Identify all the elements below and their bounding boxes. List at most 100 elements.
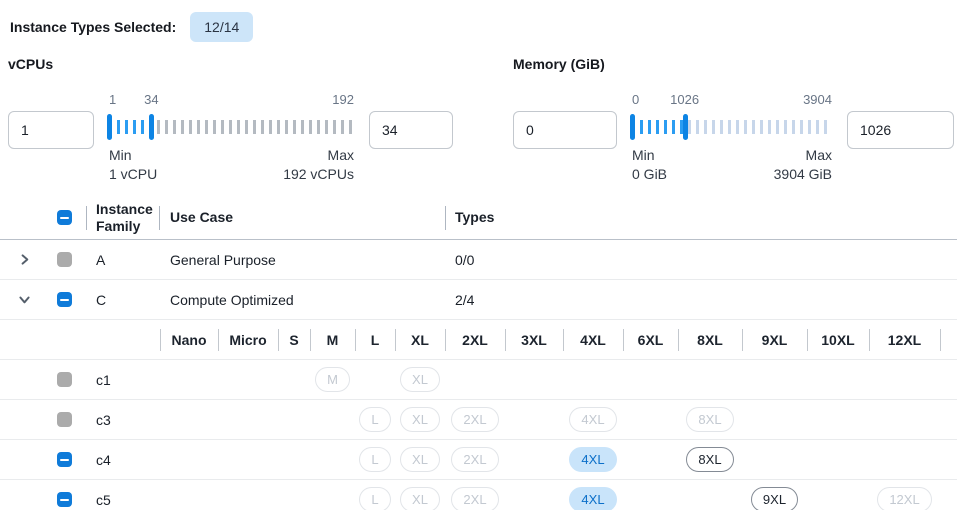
size-toggle-c3-2xl: 2XL <box>451 407 499 432</box>
vcpu-scale-max: 192 <box>332 92 354 107</box>
vcpu-filter-title: vCPUs <box>8 56 54 72</box>
instance-name-c5: c5 <box>96 491 111 508</box>
vcpu-max-caption: Max <box>327 147 354 163</box>
size-column-header-9xl: 9XL <box>742 320 807 360</box>
size-column-header-2xl: 2XL <box>445 320 505 360</box>
instance-c5-checkbox[interactable] <box>57 492 72 507</box>
size-toggle-c4-4xl[interactable]: 4XL <box>569 447 617 472</box>
memory-max-detail: 3904 GiB <box>773 166 832 182</box>
size-toggle-c5-9xl[interactable]: 9XL <box>750 487 799 510</box>
size-toggle-c1-xl: XL <box>400 367 440 392</box>
memory-min-input[interactable] <box>513 111 617 149</box>
memory-scale-min: 0 <box>632 92 640 107</box>
column-header-instance-family: Instance Family <box>86 201 159 235</box>
select-all-checkbox[interactable] <box>57 210 72 225</box>
instance-c3-sizes: L XL 2XL 4XL 8XL <box>160 400 955 440</box>
size-column-header-12xl: 12XL <box>869 320 940 360</box>
size-toggle-c4-8xl[interactable]: 8XL <box>686 447 734 472</box>
vcpu-slider-handle-max[interactable] <box>149 114 155 140</box>
size-toggle-c1-m: M <box>315 367 350 392</box>
size-toggle-c4-xl: XL <box>400 447 440 472</box>
memory-slider-handle-min[interactable] <box>630 114 635 140</box>
instance-c5-sizes: L XL 2XL 4XL 9XL 12XL <box>160 480 955 510</box>
family-c-use-case: Compute Optimized <box>170 291 294 308</box>
instance-name-c1: c1 <box>96 371 111 388</box>
vcpu-scale-labels: 1 34 192 <box>109 92 354 112</box>
column-header-types: Types <box>445 209 957 226</box>
size-toggle-c3-xl: XL <box>400 407 440 432</box>
instance-c1-sizes: M XL <box>160 360 955 400</box>
selected-count-badge: 12/14 <box>190 12 254 42</box>
vcpu-captions: Min 1 vCPU Max 192 vCPUs <box>109 146 354 184</box>
vcpu-slider-track[interactable] <box>107 112 354 142</box>
vcpu-min-input[interactable] <box>8 111 94 149</box>
memory-captions: Min 0 GiB Max 3904 GiB <box>632 146 832 184</box>
memory-filter-title: Memory (GiB) <box>513 56 605 72</box>
select-all-checkbox-cell <box>48 210 86 225</box>
size-toggle-c5-2xl: 2XL <box>451 487 499 510</box>
memory-slider-handle-max[interactable] <box>682 114 688 140</box>
size-toggle-c3-l: L <box>359 407 391 432</box>
size-toggle-c3-8xl: 8XL <box>686 407 734 432</box>
family-a-use-case: General Purpose <box>170 251 276 268</box>
size-column-header-6xl: 6XL <box>623 320 678 360</box>
family-c-checkbox[interactable] <box>57 292 72 307</box>
size-column-header-8xl: 8XL <box>678 320 742 360</box>
vcpu-scale-min: 1 <box>109 92 117 107</box>
family-a-checkbox <box>57 252 72 267</box>
family-c-types-count: 2/4 <box>455 291 475 308</box>
memory-slider-track[interactable] <box>630 112 832 142</box>
selection-summary-label: Instance Types Selected: <box>10 19 177 35</box>
size-header-grid: Nano Micro S M L XL 2XL 3XL 4XL 6XL 8XL 9XL 10XL 12XL <box>160 320 955 360</box>
instance-row-c5: c5 L XL 2XL 4XL 9XL 12XL <box>0 480 957 510</box>
instance-family-table: Instance Family Use Case Types A General… <box>0 196 957 510</box>
selection-summary: Instance Types Selected: 12/14 <box>0 0 957 46</box>
size-column-header-s: S <box>278 320 310 360</box>
memory-scale-labels: 0 1026 3904 <box>632 92 832 112</box>
instance-name-c3: c3 <box>96 411 111 428</box>
size-column-header-10xl: 10XL <box>807 320 869 360</box>
family-c-name: C <box>96 291 107 308</box>
size-toggle-c5-l: L <box>359 487 391 510</box>
vcpu-scale-selected: 34 <box>144 92 159 107</box>
size-toggle-c5-4xl[interactable]: 4XL <box>569 487 617 510</box>
instance-name-c4: c4 <box>96 451 111 468</box>
filters-section: vCPUs 1 34 192 Min 1 vCPU <box>0 56 957 184</box>
size-column-header-m: M <box>310 320 355 360</box>
memory-scale-max: 3904 <box>803 92 832 107</box>
vcpu-filter: vCPUs 1 34 192 Min 1 vCPU <box>8 56 461 184</box>
instance-row-c4: c4 L XL 2XL 4XL 8XL <box>0 440 957 480</box>
memory-min-detail: 0 GiB <box>632 166 668 182</box>
size-header-row: Nano Micro S M L XL 2XL 3XL 4XL 6XL 8XL 9XL 10XL 12XL <box>0 320 957 360</box>
column-header-use-case: Use Case <box>159 209 445 226</box>
instance-c4-checkbox[interactable] <box>57 452 72 467</box>
instance-c1-checkbox <box>57 372 72 387</box>
size-toggle-c4-2xl: 2XL <box>451 447 499 472</box>
size-column-header-micro: Micro <box>218 320 278 360</box>
memory-slider: 0 1026 3904 Min 0 GiB Max <box>630 92 832 184</box>
memory-ticks-selected <box>632 120 685 134</box>
size-toggle-c4-l: L <box>359 447 391 472</box>
vcpu-min-detail: 1 vCPU <box>109 166 158 182</box>
instance-row-c1: c1 M XL <box>0 360 957 400</box>
memory-filter: Memory (GiB) 0 1026 3904 Min <box>513 56 954 184</box>
size-column-header-l: L <box>355 320 395 360</box>
chevron-down-icon[interactable] <box>18 293 31 306</box>
instance-c4-sizes: L XL 2XL 4XL 8XL <box>160 440 955 480</box>
size-toggle-c5-xl: XL <box>400 487 440 510</box>
vcpu-slider-handle-min[interactable] <box>107 114 112 140</box>
family-row-c: C Compute Optimized 2/4 <box>0 280 957 320</box>
vcpu-ticks-unselected <box>109 120 354 134</box>
size-toggle-c5-12xl: 12XL <box>877 487 932 510</box>
family-a-types-count: 0/0 <box>455 251 475 268</box>
instance-c3-checkbox <box>57 412 72 427</box>
vcpu-max-detail: 192 vCPUs <box>283 166 354 182</box>
vcpu-max-input[interactable] <box>369 111 453 149</box>
size-toggle-c3-4xl: 4XL <box>569 407 617 432</box>
vcpu-slider: 1 34 192 Min 1 vCPU Max <box>107 92 354 184</box>
instance-rows: c1 M XL c3 L XL 2XL 4XL 8XL c4 L XL 2XL 4XL 8XL c5 L XL 2X… <box>0 360 957 510</box>
size-column-header-xl: XL <box>395 320 445 360</box>
chevron-right-icon[interactable] <box>18 253 31 266</box>
table-header-row: Instance Family Use Case Types <box>0 196 957 240</box>
memory-max-input[interactable] <box>847 111 954 149</box>
